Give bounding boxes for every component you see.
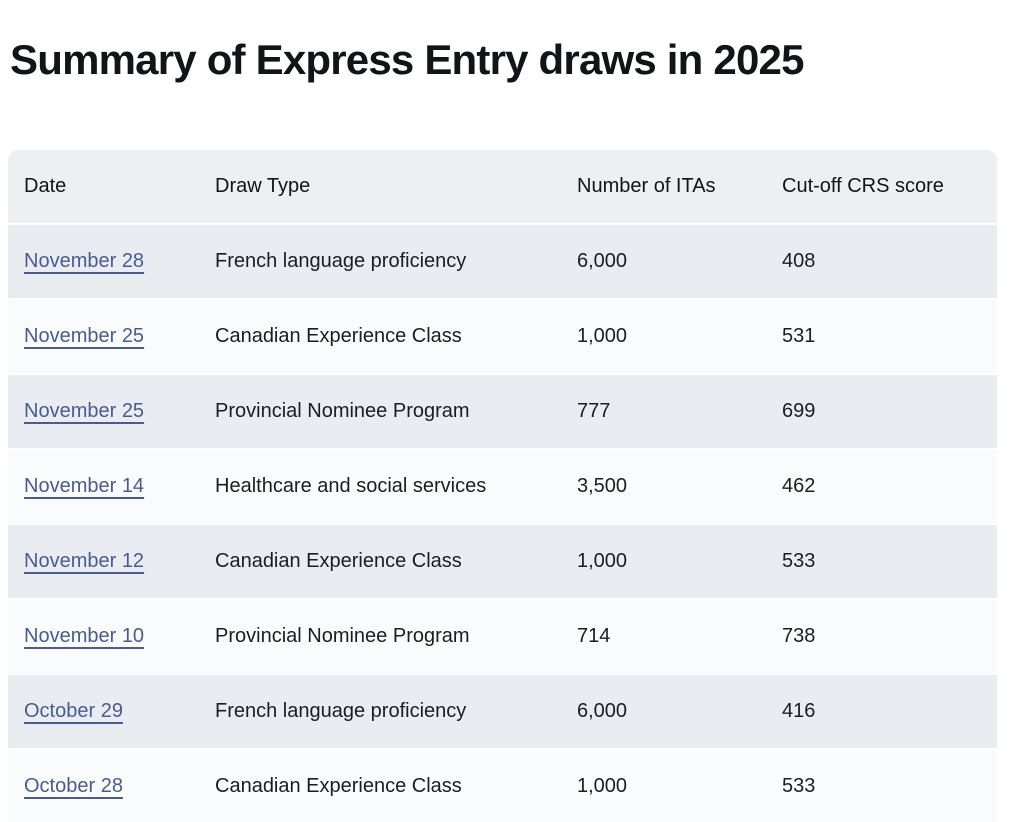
- date-link[interactable]: October 29: [24, 700, 123, 722]
- date-cell: November 28: [24, 250, 215, 273]
- table-header-row: Date Draw Type Number of ITAs Cut-off CR…: [8, 150, 997, 223]
- date-cell: October 28: [24, 775, 215, 798]
- date-link[interactable]: November 10: [24, 625, 145, 647]
- date-link[interactable]: November 28: [24, 250, 145, 272]
- draw-type-cell: Canadian Experience Class: [215, 550, 462, 572]
- date-link[interactable]: November 14: [24, 475, 145, 497]
- draw-type-cell: Provincial Nominee Program: [215, 400, 470, 422]
- table-row: November 12 Canadian Experience Class 1,00…: [8, 525, 997, 598]
- date-link[interactable]: November 25: [24, 325, 145, 347]
- date-cell: November 10: [24, 625, 215, 648]
- column-header-cutoff-crs-score: Cut-off CRS score: [782, 175, 944, 197]
- itas-cell: 1,000: [577, 325, 628, 347]
- draw-type-cell: Canadian Experience Class: [215, 775, 462, 797]
- table-row: October 29 French language proficiency 6,0…: [8, 675, 997, 748]
- itas-cell: 6,000: [577, 700, 628, 722]
- itas-cell: 3,500: [577, 475, 628, 497]
- date-link[interactable]: November 25: [24, 400, 145, 422]
- date-cell: October 29: [24, 700, 215, 723]
- table-row: October 28 Canadian Experience Class 1,000…: [8, 750, 997, 822]
- crs-cell: 462: [782, 475, 816, 497]
- itas-cell: 777: [577, 400, 611, 422]
- date-cell: November 25: [24, 325, 215, 348]
- crs-cell: 408: [782, 250, 816, 272]
- date-link[interactable]: November 12: [24, 550, 145, 572]
- draw-type-cell: Provincial Nominee Program: [215, 625, 470, 647]
- crs-cell: 699: [782, 400, 816, 422]
- table-body: November 28 French language proficiency 6,…: [8, 225, 997, 822]
- table-row: November 14 Healthcare and social service…: [8, 450, 997, 523]
- column-header-draw-type: Draw Type: [215, 175, 311, 197]
- table-row: November 28 French language proficiency 6,…: [8, 225, 997, 298]
- date-cell: November 14: [24, 475, 215, 498]
- table-row: November 25 Canadian Experience Class 1,00…: [8, 300, 997, 373]
- draw-type-cell: French language proficiency: [215, 700, 467, 722]
- express-entry-draws-table: Date Draw Type Number of ITAs Cut-off CR…: [8, 150, 997, 822]
- table-row: November 25 Provincial Nominee Program 777…: [8, 375, 997, 448]
- crs-cell: 533: [782, 550, 816, 572]
- itas-cell: 6,000: [577, 250, 628, 272]
- date-cell: November 25: [24, 400, 215, 423]
- draw-type-cell: Canadian Experience Class: [215, 325, 462, 347]
- column-header-date: Date: [24, 175, 67, 197]
- column-header-number-of-itas: Number of ITAs: [577, 175, 716, 197]
- crs-cell: 533: [782, 775, 816, 797]
- crs-cell: 416: [782, 700, 816, 722]
- itas-cell: 1,000: [577, 775, 628, 797]
- itas-cell: 1,000: [577, 550, 628, 572]
- crs-cell: 531: [782, 325, 816, 347]
- itas-cell: 714: [577, 625, 611, 647]
- page-title: Summary of Express Entry draws in 2025: [10, 36, 804, 83]
- crs-cell: 738: [782, 625, 816, 647]
- table-row: November 10 Provincial Nominee Program 714…: [8, 600, 997, 673]
- date-cell: November 12: [24, 550, 215, 573]
- draw-type-cell: French language proficiency: [215, 250, 467, 272]
- draw-type-cell: Healthcare and social services: [215, 475, 487, 497]
- date-link[interactable]: October 28: [24, 775, 123, 797]
